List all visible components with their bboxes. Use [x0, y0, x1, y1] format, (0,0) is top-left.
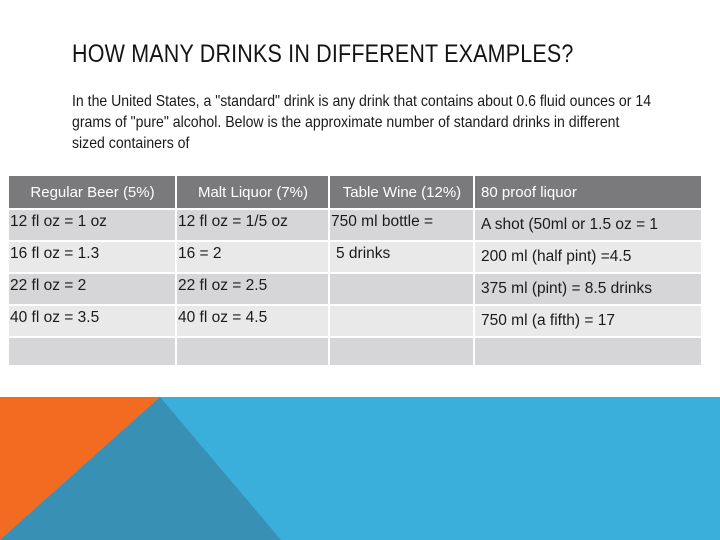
cell	[328, 272, 474, 305]
cell: 200 ml (half pint) =4.5	[473, 240, 701, 273]
decorative-footer-band	[0, 397, 720, 540]
cell: 375 ml (pint) = 8.5 drinks	[473, 272, 701, 305]
cell: 40 fl oz = 3.5	[9, 304, 176, 337]
dark-teal-triangle	[0, 397, 281, 540]
cell: 22 fl oz = 2.5	[175, 272, 329, 305]
table-row: 40 fl oz = 3.5 40 fl oz = 4.5 750 ml (a …	[9, 304, 701, 337]
cell	[328, 336, 474, 365]
cell: 5 drinks	[328, 240, 474, 273]
cell: 12 fl oz = 1/5 oz	[175, 208, 329, 241]
table-row: 16 fl oz = 1.3 16 = 2 5 drinks 200 ml (h…	[9, 240, 701, 273]
cell	[473, 336, 701, 365]
table-row: 22 fl oz = 2 22 fl oz = 2.5 375 ml (pint…	[9, 272, 701, 305]
header-table-wine: Table Wine (12%)	[328, 176, 474, 209]
cell: 750 ml bottle =	[328, 208, 474, 241]
cell	[9, 336, 176, 365]
cell: 16 = 2	[175, 240, 329, 273]
cell: 12 fl oz = 1 oz	[9, 208, 176, 241]
slide-title: HOW MANY DRINKS IN DIFFERENT EXAMPLES?	[72, 40, 574, 68]
table-header-row: Regular Beer (5%) Malt Liquor (7%) Table…	[9, 176, 701, 209]
slide-body-text: In the United States, a "standard" drink…	[72, 93, 652, 152]
cell: A shot (50ml or 1.5 oz = 1	[473, 208, 701, 241]
cell: 750 ml (a fifth) = 17	[473, 304, 701, 337]
cell: 16 fl oz = 1.3	[9, 240, 176, 273]
header-regular-beer: Regular Beer (5%)	[9, 176, 176, 209]
cell: 40 fl oz = 4.5	[175, 304, 329, 337]
cell: 22 fl oz = 2	[9, 272, 176, 305]
standard-drinks-table: Regular Beer (5%) Malt Liquor (7%) Table…	[9, 176, 701, 365]
table-row	[9, 336, 701, 365]
cell	[175, 336, 329, 365]
header-80-proof-liquor: 80 proof liquor	[473, 176, 701, 209]
cell	[328, 304, 474, 337]
table-row: 12 fl oz = 1 oz 12 fl oz = 1/5 oz 750 ml…	[9, 208, 701, 241]
header-malt-liquor: Malt Liquor (7%)	[175, 176, 329, 209]
